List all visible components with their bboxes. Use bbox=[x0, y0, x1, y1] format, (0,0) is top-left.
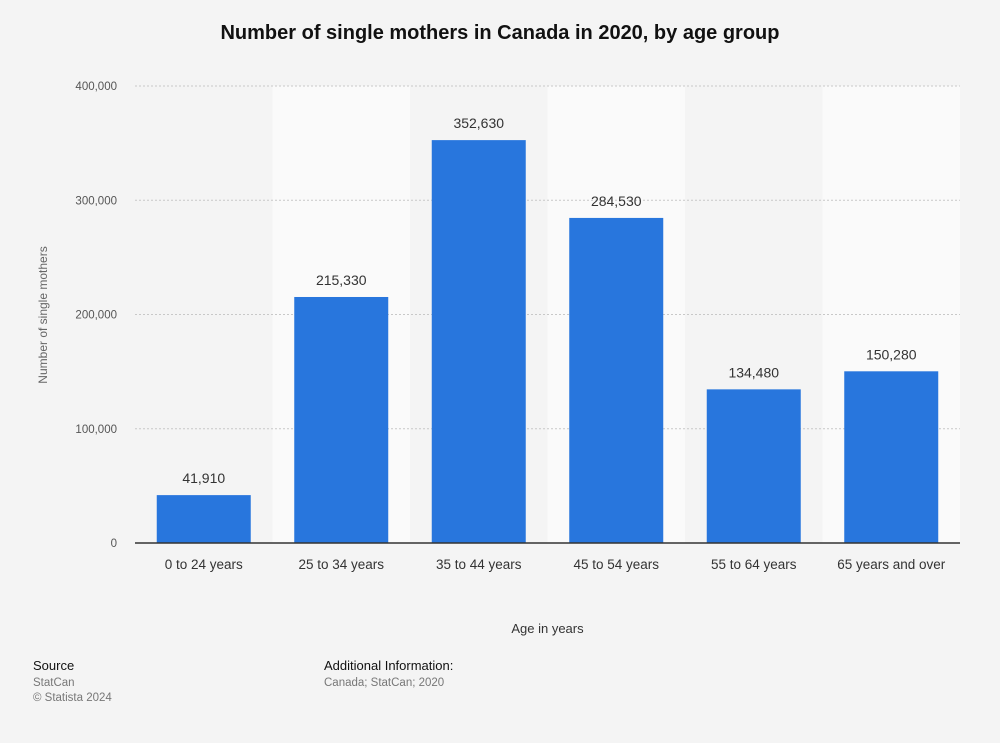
data-label-0: 41,910 bbox=[182, 470, 225, 486]
y-axis-label: Number of single mothers bbox=[36, 246, 50, 384]
bar-0 bbox=[156, 495, 251, 543]
additional-info-block: Additional Information: Canada; StatCan;… bbox=[324, 658, 453, 691]
source-block: Source StatCan © Statista 2024 bbox=[33, 658, 112, 706]
bar-2 bbox=[431, 140, 526, 543]
bar-5 bbox=[844, 371, 939, 543]
source-heading: Source bbox=[33, 658, 75, 673]
y-tick-label-4: 400,000 bbox=[75, 81, 117, 93]
x-tick-label-3: 45 to 54 years bbox=[573, 557, 659, 572]
bar-1 bbox=[294, 296, 389, 543]
data-label-5: 150,280 bbox=[866, 346, 917, 362]
y-tick-label-0: 0 bbox=[111, 538, 117, 550]
bar-3 bbox=[569, 217, 664, 543]
data-label-4: 134,480 bbox=[728, 364, 779, 380]
info-heading: Additional Information: bbox=[324, 658, 454, 673]
copyright-text: © Statista 2024 bbox=[33, 692, 112, 704]
x-tick-label-0: 0 to 24 years bbox=[165, 557, 243, 572]
y-tick-label-1: 100,000 bbox=[75, 424, 117, 436]
x-tick-label-2: 35 to 44 years bbox=[436, 557, 522, 572]
x-axis-label: Age in years bbox=[511, 621, 584, 636]
chart-title: Number of single mothers in Canada in 20… bbox=[220, 22, 780, 44]
x-tick-label-4: 55 to 64 years bbox=[711, 557, 797, 572]
data-label-3: 284,530 bbox=[591, 193, 642, 209]
data-label-2: 352,630 bbox=[453, 115, 504, 131]
x-tick-label-1: 25 to 34 years bbox=[298, 557, 384, 572]
y-tick-label-2: 200,000 bbox=[75, 310, 117, 322]
data-label-1: 215,330 bbox=[316, 272, 367, 288]
x-tick-label-5: 65 years and over bbox=[837, 557, 946, 572]
y-tick-label-3: 300,000 bbox=[75, 195, 117, 207]
info-text: Canada; StatCan; 2020 bbox=[324, 677, 445, 689]
source-name[interactable]: StatCan bbox=[33, 677, 75, 689]
bar-4 bbox=[706, 389, 801, 543]
